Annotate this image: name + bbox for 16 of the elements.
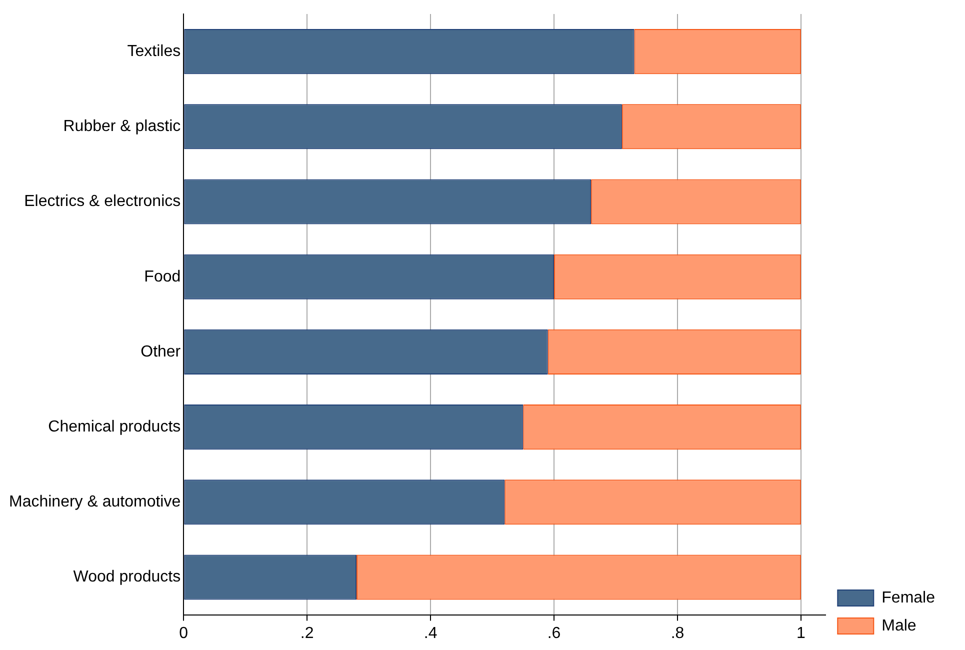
y-tick-label: Textiles	[127, 42, 181, 60]
y-tick-label: Electrics & electronics	[24, 193, 181, 210]
y-tick-label: Rubber & plastic	[63, 118, 181, 136]
x-tick-label: 1	[796, 624, 806, 642]
y-tick-label: Other	[140, 343, 182, 360]
x-tick-label: .8	[670, 624, 684, 642]
y-tick-label: Wood products	[73, 568, 181, 586]
y-tick-label: Food	[144, 268, 181, 286]
legend-label: Male	[882, 617, 916, 634]
x-tick-label: .2	[300, 624, 314, 642]
y-tick-label: Machinery & automotive	[8, 494, 181, 511]
x-tick-label: .4	[424, 624, 438, 642]
legend-label: Female	[882, 589, 936, 606]
x-tick-label: .6	[547, 624, 561, 642]
y-tick-label: Chemical products	[48, 418, 181, 436]
x-tick-label: 0	[179, 624, 188, 642]
